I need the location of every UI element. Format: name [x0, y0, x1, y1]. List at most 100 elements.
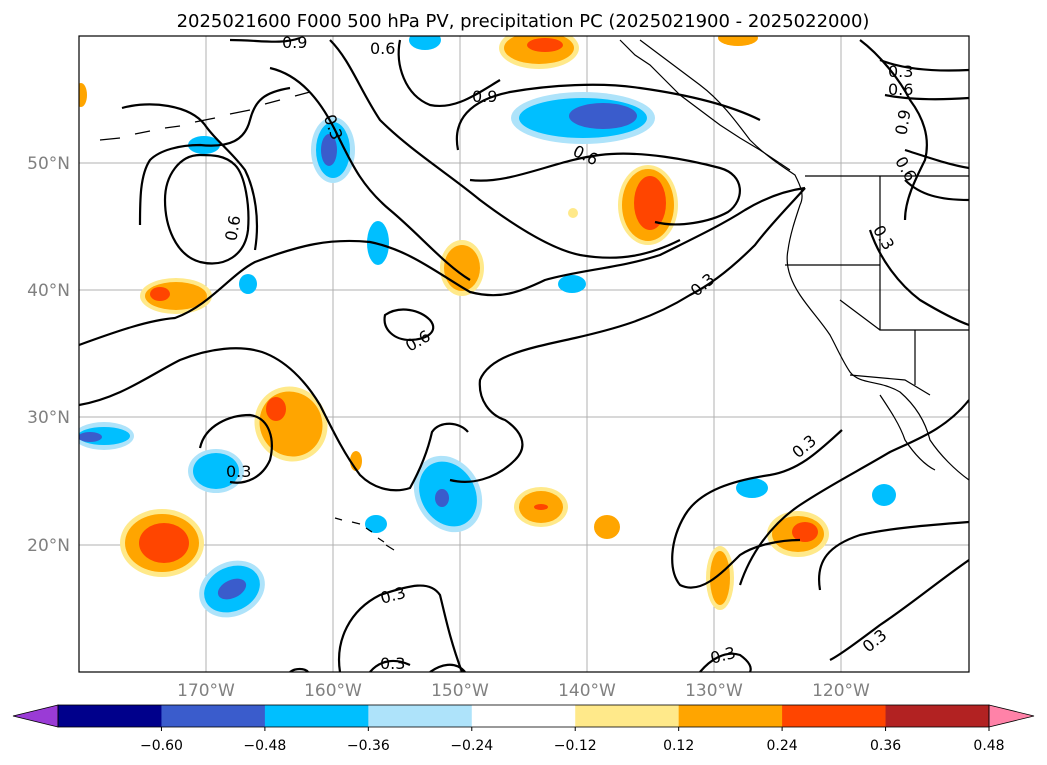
pv-contour — [738, 399, 969, 586]
colorbar-tick-label: −0.24 — [450, 738, 493, 754]
colorbar-tick-label: 0.36 — [870, 738, 901, 754]
pv-contour — [383, 308, 435, 342]
pv-contour — [198, 413, 273, 484]
contour-label: 0.6 — [221, 214, 244, 242]
pv-contour — [269, 66, 471, 281]
pv-contour — [469, 152, 741, 226]
precip-blob — [872, 484, 896, 506]
precip-blob — [79, 432, 102, 442]
colorbar-swatch — [368, 705, 473, 727]
precip-blob — [534, 504, 548, 510]
colorbar-extend-min — [12, 704, 59, 728]
colorbar-tick-label: 0.48 — [973, 738, 1004, 754]
pv-contour — [121, 103, 259, 251]
pv-contour — [329, 39, 681, 259]
colorbar-tick-label: 0.24 — [767, 738, 798, 754]
chart-title: 2025021600 F000 500 hPa PV, precipitatio… — [177, 11, 870, 32]
contour-label: 0.3 — [888, 62, 913, 81]
pv-contour — [455, 83, 761, 151]
pv-contour — [429, 663, 466, 672]
precip-blob — [139, 523, 189, 563]
pv-contour — [671, 429, 843, 589]
contour-label: 0.3 — [226, 462, 251, 481]
precip-blob — [193, 453, 239, 489]
precip-blob — [365, 515, 387, 533]
colorbar-swatch — [58, 705, 162, 727]
colorbar-tick-label: −0.12 — [554, 738, 597, 754]
colorbar-swatch — [678, 705, 783, 727]
border-us-mexico — [849, 374, 931, 396]
colorbar-tick-label: −0.36 — [347, 738, 390, 754]
precip-blob — [718, 36, 758, 46]
pv-contour — [397, 39, 501, 108]
colorbar-swatch — [575, 705, 680, 727]
colorbar-swatch — [471, 705, 576, 727]
precip-blob — [444, 245, 480, 291]
state-borders — [785, 176, 969, 385]
precip-blob — [79, 83, 87, 107]
pv-contour — [904, 148, 969, 170]
lon-label-160w: 160°W — [304, 681, 362, 701]
colorbar-ticks: −0.60 −0.48 −0.36 −0.24 −0.12 0.12 0.24 0.36 0.4… — [140, 727, 1005, 754]
colorbar-swatch — [885, 705, 990, 727]
colorbar-tick-label: −0.60 — [140, 738, 183, 754]
pv-contour — [337, 584, 464, 672]
map-border — [78, 35, 970, 673]
pv-contour — [829, 559, 969, 661]
pv-contour — [449, 187, 806, 483]
pv-contour — [289, 667, 309, 672]
coastline-north-america — [639, 39, 969, 481]
precip-blob — [150, 287, 170, 301]
contour-label: 0.9 — [472, 87, 497, 106]
lat-label-50n: 50°N — [27, 154, 70, 174]
colorbar-swatch — [782, 705, 887, 727]
pv-contour — [699, 652, 752, 672]
coastlines — [99, 39, 969, 551]
contour-label: 0.9 — [282, 33, 307, 52]
lat-label-20n: 20°N — [27, 536, 70, 556]
contour-label: 0.9 — [891, 108, 914, 136]
lon-label-130w: 130°W — [685, 681, 743, 701]
colorbar-outline — [57, 704, 990, 728]
precip-blob — [634, 176, 666, 230]
pv-contour — [79, 186, 806, 347]
pv-contour — [138, 86, 291, 226]
precip-blob — [710, 551, 730, 605]
pv-contour — [79, 347, 469, 492]
pv-contour — [817, 520, 969, 591]
pv-contour — [229, 36, 301, 43]
precip-blob — [558, 275, 586, 293]
lon-label-120w: 120°W — [812, 681, 870, 701]
pv-contour — [884, 93, 969, 101]
contour-label: 0.3 — [380, 654, 405, 673]
precip-blob — [594, 515, 620, 539]
pv-contour — [904, 179, 969, 202]
lat-label-30n: 30°N — [27, 408, 70, 428]
colorbar-swatch — [264, 705, 369, 727]
lon-label-170w: 170°W — [177, 681, 235, 701]
aleutian-islands — [99, 91, 311, 141]
precip-blob — [792, 522, 818, 542]
colorbar-swatch — [161, 705, 266, 727]
longitude-labels: 170°W 160°W 150°W 140°W 130°W 120°W — [177, 681, 870, 701]
contour-label: 0.6 — [370, 39, 395, 58]
precip-blob — [736, 478, 768, 498]
precip-blob — [569, 103, 637, 129]
pv-contour — [879, 58, 969, 72]
lat-label-40n: 40°N — [27, 281, 70, 301]
colorbar: −0.60 −0.48 −0.36 −0.24 −0.12 0.12 0.24 0.36 0.4… — [12, 704, 1035, 754]
precip-blob — [266, 397, 286, 421]
precip-blob — [527, 38, 563, 52]
lon-label-150w: 150°W — [431, 681, 489, 701]
lon-label-140w: 140°W — [558, 681, 616, 701]
precip-blob — [217, 578, 247, 600]
colorbar-extend-max — [988, 704, 1035, 728]
map-panel: 0.9 0.6 0.9 0.3 0.3 0.6 0.9 0.6 0.6 0.6 … — [78, 33, 970, 673]
precip-blob — [239, 274, 257, 294]
baja-california — [879, 394, 936, 471]
colorbar-tick-label: 0.12 — [663, 738, 694, 754]
precip-blob — [409, 36, 441, 50]
pv-contours — [79, 36, 969, 672]
pv-contour — [163, 153, 250, 265]
